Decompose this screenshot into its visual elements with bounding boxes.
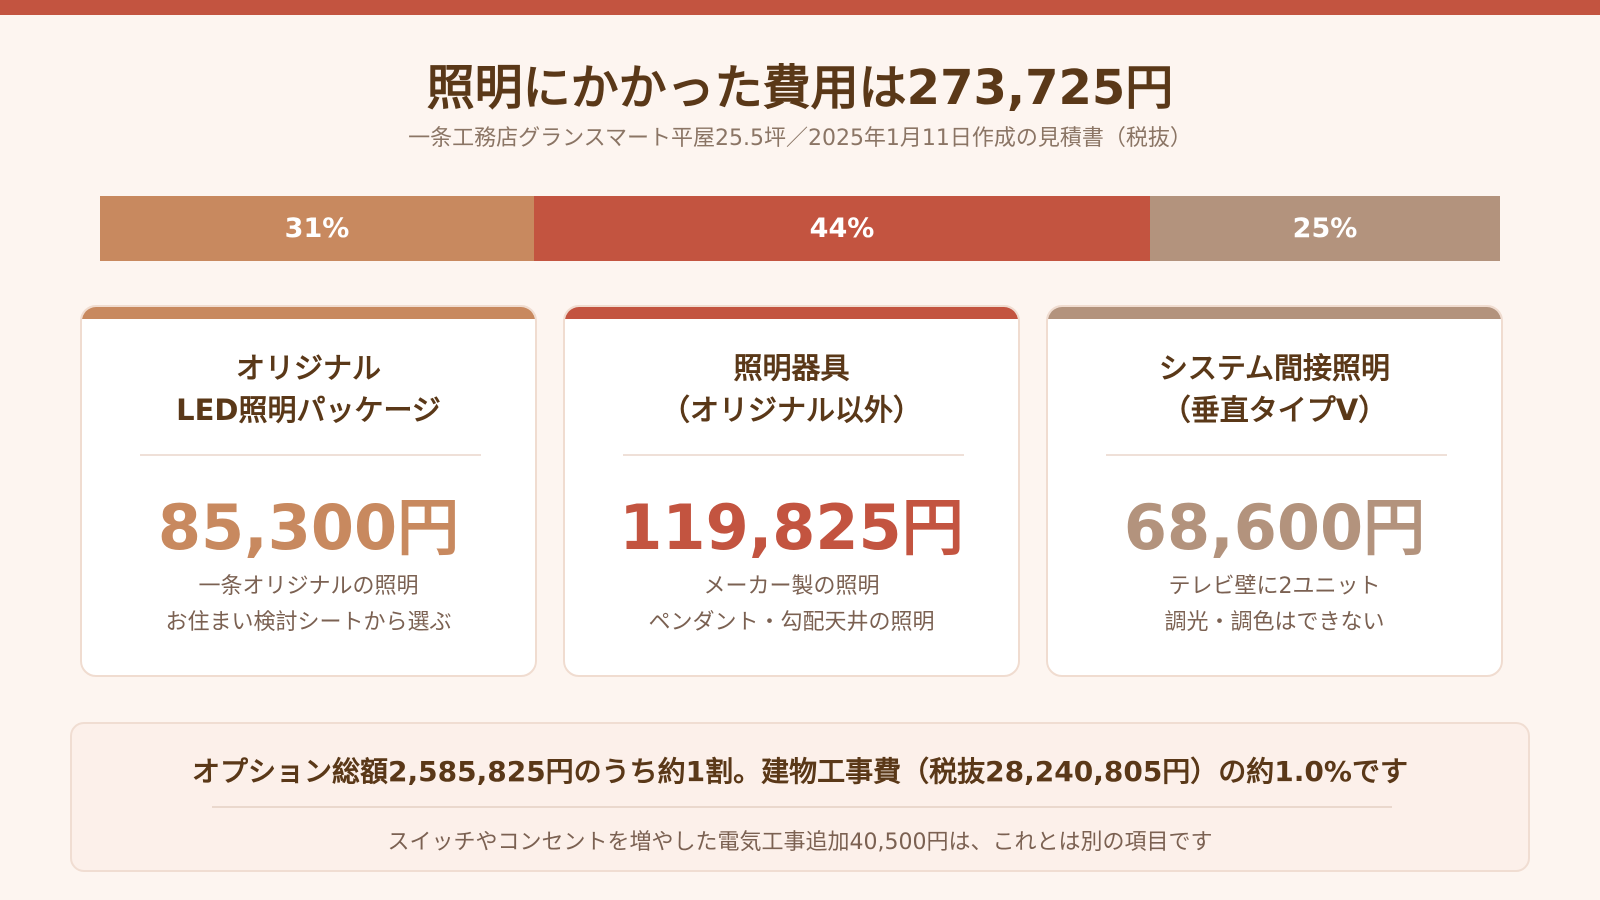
card-accent-bar <box>565 307 1018 319</box>
card-divider <box>623 454 964 456</box>
card-amount: 119,825円 <box>619 491 964 564</box>
card-amount: 85,300円 <box>157 491 460 564</box>
top-accent-bar <box>0 0 1600 15</box>
page-subtitle: 一条工務店グランスマート平屋25.5坪／2025年1月11日作成の見積書（税抜） <box>408 126 1192 151</box>
card-system-indirect: システム間接照明 （垂直タイプV） 68,600円 テレビ壁に2ユニット 調光・… <box>1046 305 1503 677</box>
card-description: 一条オリジナルの照明 お住まい検討シートから選ぶ <box>82 569 535 641</box>
summary-divider <box>212 806 1392 808</box>
summary-box: オプション総額2,585,825円のうち約1割。建物工事費（税抜28,240,8… <box>70 722 1530 872</box>
card-title-line1: システム間接照明 <box>1158 351 1391 385</box>
card-title: システム間接照明 （垂直タイプV） <box>1048 347 1501 431</box>
card-title-line1: 照明器具 <box>733 351 850 385</box>
cost-cards: オリジナル LED照明パッケージ 85,300円 一条オリジナルの照明 お住まい… <box>80 305 1520 677</box>
card-desc-line2: 調光・調色はできない <box>1164 610 1385 635</box>
card-desc-line1: メーカー製の照明 <box>703 574 880 599</box>
card-lighting-fixtures: 照明器具 （オリジナル以外） 119,825円 メーカー製の照明 ペンダント・勾… <box>563 305 1020 677</box>
card-desc-line1: テレビ壁に2ユニット <box>1168 574 1381 599</box>
card-desc-line1: 一条オリジナルの照明 <box>198 574 419 599</box>
card-accent-bar <box>1048 307 1501 319</box>
card-title-line2: （オリジナル以外） <box>660 393 922 427</box>
card-title-line2: （垂直タイプV） <box>1161 393 1388 427</box>
cost-ratio-bar: 31% 44% 25% <box>100 196 1500 261</box>
card-amount: 68,600円 <box>1123 491 1426 564</box>
card-accent-bar <box>82 307 535 319</box>
card-description: メーカー製の照明 ペンダント・勾配天井の照明 <box>565 569 1018 641</box>
ratio-segment-1: 31% <box>100 196 534 261</box>
summary-note: スイッチやコンセントを増やした電気工事追加40,500円は、これとは別の項目です <box>387 830 1213 855</box>
card-description: テレビ壁に2ユニット 調光・調色はできない <box>1048 569 1501 641</box>
ratio-segment-3: 25% <box>1150 196 1500 261</box>
card-original-led: オリジナル LED照明パッケージ 85,300円 一条オリジナルの照明 お住まい… <box>80 305 537 677</box>
summary-main-text: オプション総額2,585,825円のうち約1割。建物工事費（税抜28,240,8… <box>192 755 1408 788</box>
card-desc-line2: ペンダント・勾配天井の照明 <box>648 610 935 635</box>
card-desc-line2: お住まい検討シートから選ぶ <box>165 610 452 635</box>
card-title-line1: オリジナル <box>235 351 381 385</box>
card-divider <box>140 454 481 456</box>
card-title: オリジナル LED照明パッケージ <box>82 347 535 431</box>
page-title: 照明にかかった費用は273,725円 <box>426 60 1174 116</box>
ratio-segment-2: 44% <box>534 196 1150 261</box>
card-title: 照明器具 （オリジナル以外） <box>565 347 1018 431</box>
card-title-line2: LED照明パッケージ <box>176 393 441 427</box>
card-divider <box>1106 454 1447 456</box>
